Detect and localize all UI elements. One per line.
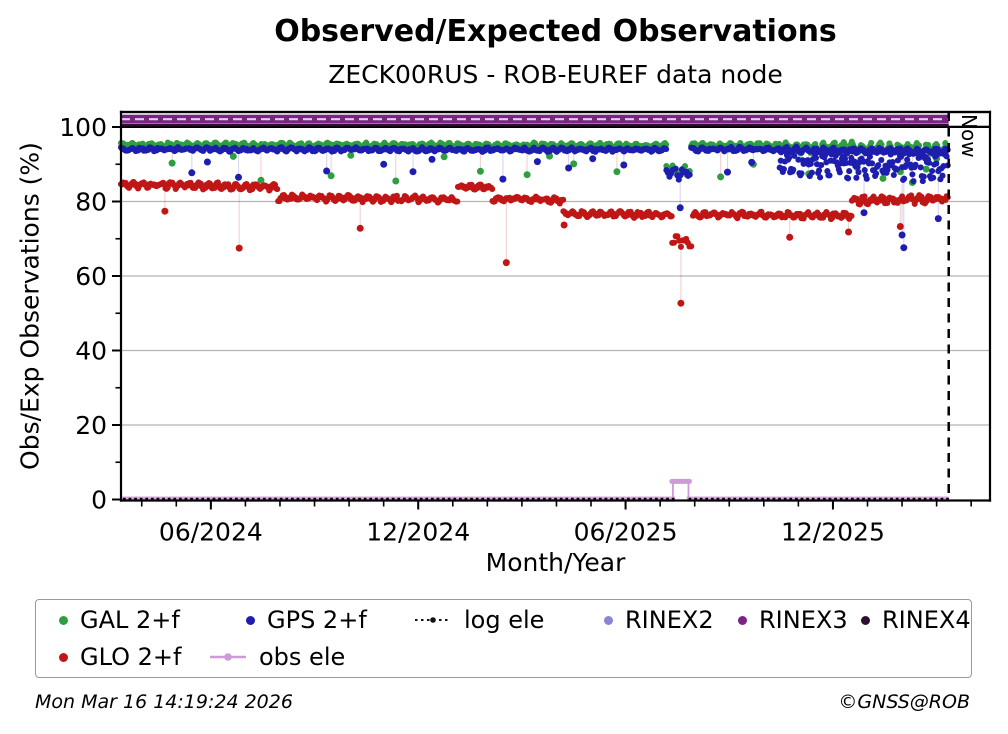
axes-spines (119, 110, 992, 502)
series-glo-2-f-dots (117, 178, 951, 307)
legend-label: GAL 2+f (80, 606, 180, 634)
legend-item-rinex2: RINEX2 (604, 606, 714, 634)
legend-marker-rinex3 (738, 615, 747, 625)
legend-marker-obs-ele (210, 653, 246, 661)
legend-marker-gps-2-f (246, 615, 255, 625)
x-tick-label: 06/2025 (574, 518, 678, 547)
legend-marker-glo-2-f (59, 652, 68, 662)
legend-label: GPS 2+f (267, 606, 367, 634)
x-tick-label: 12/2024 (366, 518, 470, 547)
legend-item-gps-2-f: GPS 2+f (246, 606, 367, 634)
legend-item-rinex3: RINEX3 (738, 606, 848, 634)
y-tick-label: 40 (75, 337, 107, 366)
legend-label: GLO 2+f (80, 643, 182, 671)
y-axis-label: Obs/Exp Observations (%) (15, 142, 45, 470)
y-tick-label: 80 (75, 188, 107, 217)
legend-item-obs-ele: obs ele (209, 643, 346, 671)
x-axis-label: Month/Year (485, 548, 626, 577)
legend-marker-gal-2-f (59, 615, 68, 625)
y-tick-label: 0 (91, 486, 107, 515)
legend-marker-log-ele (415, 617, 451, 623)
footer-timestamp: Mon Mar 16 14:19:24 2026 (35, 691, 293, 713)
legend-label: RINEX3 (759, 606, 848, 634)
x-tick-label: 06/2024 (159, 518, 263, 547)
legend-marker-rinex2 (604, 615, 613, 625)
legend-box: GAL 2+f GPS 2+f log ele RINEX2 RINEX3 RINEX4 G… (35, 599, 972, 678)
y-tick-label: 60 (75, 262, 107, 291)
legend-label: obs ele (259, 643, 346, 671)
series-gps-2-f-dots (117, 143, 951, 252)
now-label: Now (957, 114, 981, 158)
y-tick-label: 20 (75, 411, 107, 440)
hundred-percent-line (121, 125, 990, 129)
chart-title: Observed/Expected Observations (274, 14, 837, 49)
tick-labels: 0 20 40 60 80 100 06/2024 12/2024 06/2025 12/2025 (59, 113, 885, 547)
legend-marker-rinex4 (861, 615, 870, 625)
legend-item-rinex4: RINEX4 (861, 606, 971, 634)
footer-copyright: ©GNSS@ROB (838, 691, 970, 713)
legend-item-gal-2-f: GAL 2+f (59, 606, 180, 634)
outlier-drop-lines (164, 144, 939, 304)
y-tick-label: 100 (59, 113, 107, 142)
axis-ticks (112, 126, 972, 510)
gridlines (121, 200, 990, 426)
log-ele-line (123, 497, 949, 501)
x-tick-label: 12/2025 (781, 518, 885, 547)
chart-subtitle: ZECK00RUS - ROB-EUREF data node (328, 60, 783, 89)
rinex-lines (121, 114, 949, 127)
legend-label: RINEX4 (882, 606, 971, 634)
legend-item-log-ele: log ele (414, 606, 545, 634)
legend-label: RINEX2 (625, 606, 714, 634)
legend-item-glo-2-f: GLO 2+f (59, 643, 182, 671)
legend-label: log ele (464, 606, 545, 634)
